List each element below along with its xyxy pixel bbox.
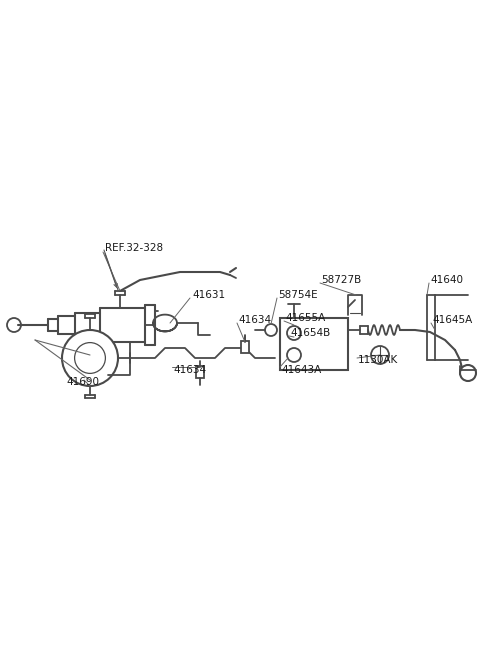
Circle shape xyxy=(371,346,389,364)
Text: REF.32-328: REF.32-328 xyxy=(105,243,163,253)
Text: 41654B: 41654B xyxy=(290,328,330,338)
Bar xyxy=(196,366,204,378)
Text: 58754E: 58754E xyxy=(278,290,318,300)
Bar xyxy=(280,318,348,370)
Circle shape xyxy=(265,324,277,336)
Text: 41645A: 41645A xyxy=(432,315,472,325)
Text: 41631: 41631 xyxy=(192,290,225,300)
Text: 41640: 41640 xyxy=(430,275,463,285)
Circle shape xyxy=(62,330,118,386)
Text: 41655A: 41655A xyxy=(285,313,325,323)
Text: 58727B: 58727B xyxy=(321,275,361,285)
Text: 41690: 41690 xyxy=(67,377,99,387)
Text: 41634: 41634 xyxy=(173,365,206,375)
Bar xyxy=(241,341,249,353)
Text: 41643A: 41643A xyxy=(281,365,321,375)
Text: 1130AK: 1130AK xyxy=(358,355,398,365)
Text: 41634: 41634 xyxy=(238,315,271,325)
Circle shape xyxy=(460,365,476,381)
